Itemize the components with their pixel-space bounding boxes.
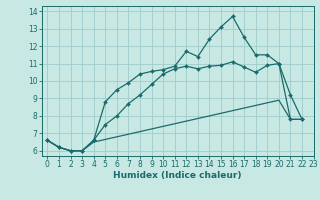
X-axis label: Humidex (Indice chaleur): Humidex (Indice chaleur) [113,171,242,180]
